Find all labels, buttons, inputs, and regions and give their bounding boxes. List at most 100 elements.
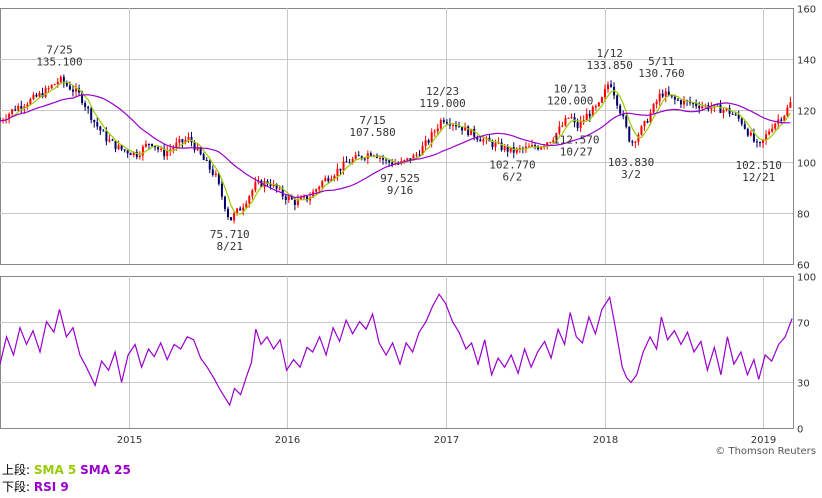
annotation-date: 9/16 (387, 184, 414, 197)
candle-body (166, 151, 169, 157)
candle-body (537, 147, 540, 150)
candle-body (208, 160, 211, 170)
candle-body (181, 139, 184, 143)
candle-body (518, 148, 521, 150)
annotation-value: 133.850 (587, 59, 633, 72)
candle-body (220, 183, 223, 197)
candle-body (302, 196, 305, 198)
candle-body (731, 113, 734, 115)
candle-body (278, 188, 281, 190)
candle-body (701, 106, 704, 109)
candle-body (430, 132, 433, 143)
candle-body (306, 196, 309, 201)
annotation-date: 1/12 (596, 47, 623, 60)
candle-body (755, 141, 758, 143)
candle-body (506, 146, 509, 152)
candle-body (269, 184, 272, 187)
annotation-date: 3/2 (621, 168, 641, 181)
candle-body (38, 92, 41, 97)
candle-body (199, 147, 202, 155)
candle-body (327, 178, 330, 182)
candle-body (725, 108, 728, 110)
candle-body (667, 91, 670, 96)
candle-body (415, 154, 418, 156)
price-y-tick-label: 140 (797, 56, 816, 67)
candle-body (150, 143, 153, 146)
price-y-tick-label: 120 (797, 107, 816, 118)
price-y-tick-label: 160 (797, 5, 816, 16)
candle-body (743, 124, 746, 129)
candle-body (129, 153, 132, 156)
legend-lower-label: 下段: (2, 480, 31, 494)
sma5-line (0, 81, 791, 215)
candle-body (649, 112, 652, 123)
annotation-value: 75.710 (210, 228, 250, 241)
candle-body (175, 142, 178, 148)
candle-body (762, 139, 765, 144)
candle-body (144, 143, 147, 147)
candle-body (740, 118, 743, 125)
annotation-value: 130.760 (638, 67, 684, 80)
candle-body (619, 105, 622, 114)
rsi-line (0, 293, 793, 407)
candle-body (345, 161, 348, 163)
candle-body (679, 100, 682, 105)
candle-body (32, 94, 35, 99)
candle-body (74, 88, 77, 92)
candle-body (230, 217, 233, 221)
candle-body (546, 142, 549, 146)
candle-body (682, 100, 685, 105)
candle-body (178, 139, 181, 143)
annotation-value: 102.770 (489, 159, 535, 172)
candle-body (360, 156, 363, 159)
candle-body (93, 119, 96, 123)
legend-upper: 上段: SMA 5 SMA 25 (2, 463, 131, 477)
candle-body (549, 142, 552, 144)
rsi-y-tick-label: 30 (797, 379, 810, 390)
candle-body (245, 203, 248, 208)
price-y-tick-label: 80 (797, 210, 810, 221)
candle-body (233, 213, 236, 221)
candle-body (758, 142, 761, 144)
candle-body (363, 158, 366, 160)
candle-body (132, 151, 135, 156)
candle-body (275, 183, 278, 189)
candle-body (382, 157, 385, 160)
annotation-date: 8/21 (216, 240, 243, 253)
candle-body (184, 139, 187, 143)
price-frame (0, 8, 794, 265)
candle-body (260, 180, 263, 187)
candle-body (53, 84, 56, 86)
candle-body (476, 136, 479, 140)
candle-body (433, 131, 436, 133)
candle-body (436, 128, 439, 132)
candle-body (385, 159, 388, 161)
annotation-value: 103.830 (608, 156, 654, 169)
candle-body (692, 103, 695, 105)
rsi-y-tick-label: 100 (797, 273, 816, 284)
candle-body (369, 153, 372, 156)
candle-body (418, 154, 421, 156)
candle-body (470, 128, 473, 136)
candle-body (348, 162, 351, 164)
candle-body (102, 130, 105, 132)
candle-body (503, 146, 506, 151)
candle-body (239, 208, 242, 211)
candle-body (442, 120, 445, 123)
candle-body (397, 163, 400, 165)
candle-body (351, 158, 354, 163)
candle-body (281, 188, 284, 197)
candle-body (56, 81, 59, 85)
candle-body (336, 168, 339, 176)
candle-body (299, 197, 302, 200)
candle-body (114, 140, 117, 150)
candle-body (454, 124, 457, 127)
candle-body (652, 104, 655, 113)
candle-body (187, 136, 190, 140)
candle-body (555, 132, 558, 141)
candle-body (403, 160, 406, 162)
candle-body (464, 126, 467, 131)
candle-body (330, 178, 333, 182)
candle-body (640, 126, 643, 135)
